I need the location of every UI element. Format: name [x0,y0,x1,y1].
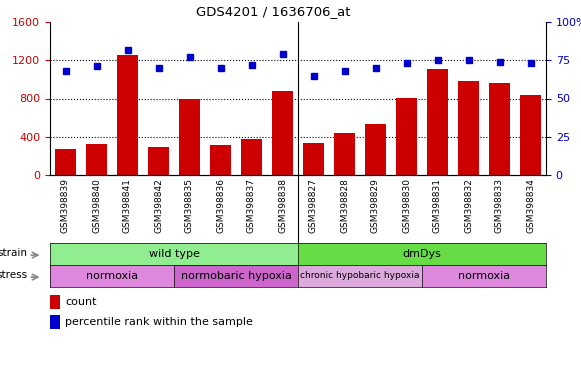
Text: GSM398837: GSM398837 [247,179,256,233]
Bar [426,69,449,175]
Text: chronic hypobaric hypoxia: chronic hypobaric hypoxia [300,271,419,280]
Text: GSM398835: GSM398835 [185,179,194,233]
Bar [272,91,293,175]
Text: normoxia: normoxia [458,271,510,281]
Text: GSM398832: GSM398832 [464,179,473,233]
Text: GSM398831: GSM398831 [433,179,442,233]
Bar [333,133,356,175]
Text: GDS4201 / 1636706_at: GDS4201 / 1636706_at [196,5,350,18]
Text: GSM398827: GSM398827 [309,179,318,233]
Text: GSM398842: GSM398842 [154,179,163,233]
Bar [365,124,386,175]
Bar [210,146,231,175]
Text: percentile rank within the sample: percentile rank within the sample [65,317,253,327]
Text: stress: stress [0,270,27,280]
Bar [117,55,138,175]
Text: GSM398829: GSM398829 [371,179,380,233]
Bar [50,295,60,309]
Text: strain: strain [0,248,27,258]
Text: GSM398841: GSM398841 [123,179,132,233]
Text: normobaric hypoxia: normobaric hypoxia [181,271,292,281]
Text: wild type: wild type [149,249,199,259]
Text: count: count [65,297,96,307]
Text: GSM398834: GSM398834 [526,179,535,233]
Text: GSM398828: GSM398828 [340,179,349,233]
Bar [519,95,541,175]
Bar [178,99,200,175]
Text: GSM398836: GSM398836 [216,179,225,233]
Bar [489,83,510,175]
Text: GSM398830: GSM398830 [402,179,411,233]
Bar [50,315,60,329]
Bar [55,149,76,175]
Text: dmDys: dmDys [403,249,442,259]
Text: normoxia: normoxia [86,271,138,281]
Bar [85,144,107,175]
Bar [303,144,324,175]
Text: GSM398838: GSM398838 [278,179,287,233]
Bar [148,147,169,175]
Bar [396,98,417,175]
Text: GSM398840: GSM398840 [92,179,101,233]
Bar [458,81,479,175]
Text: GSM398839: GSM398839 [61,179,70,233]
Bar [241,139,263,175]
Text: GSM398833: GSM398833 [495,179,504,233]
